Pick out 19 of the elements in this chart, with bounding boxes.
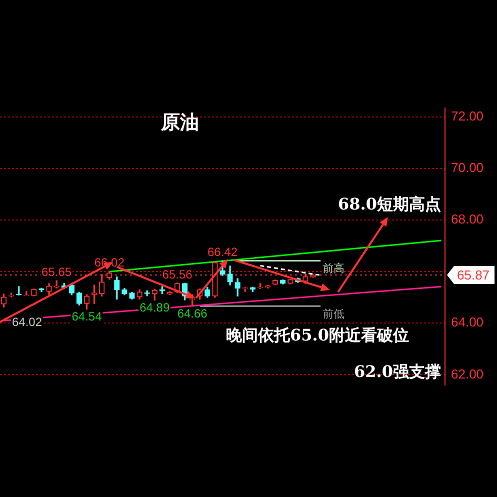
annotation: 晚间依托65.0附近看破位 [226,326,409,345]
y-tick-label: 62.00 [451,366,484,382]
annotation: 62.0强支撑 [354,362,441,382]
annotation: 66.42 [207,245,238,260]
y-tick-label: 72.00 [451,108,484,124]
annotation: 64.66 [177,306,208,320]
chart-title: 原油 [160,111,199,134]
ref-line-label: 65.87 [457,268,490,283]
y-tick-label: 64.00 [451,314,484,330]
y-tick-label: 68.00 [451,212,484,227]
annotation: 65.56 [162,267,193,282]
annotation: 68.0短期高点 [338,194,441,214]
series-label: 前低 [322,308,345,321]
annotation: 64.89 [140,300,170,315]
series-label: 前高 [322,262,345,276]
annotation: 64.54 [72,310,102,324]
y-tick-label: 70.00 [451,160,484,176]
annotation: 65.65 [42,264,72,279]
annotation: 64.02 [12,314,42,329]
